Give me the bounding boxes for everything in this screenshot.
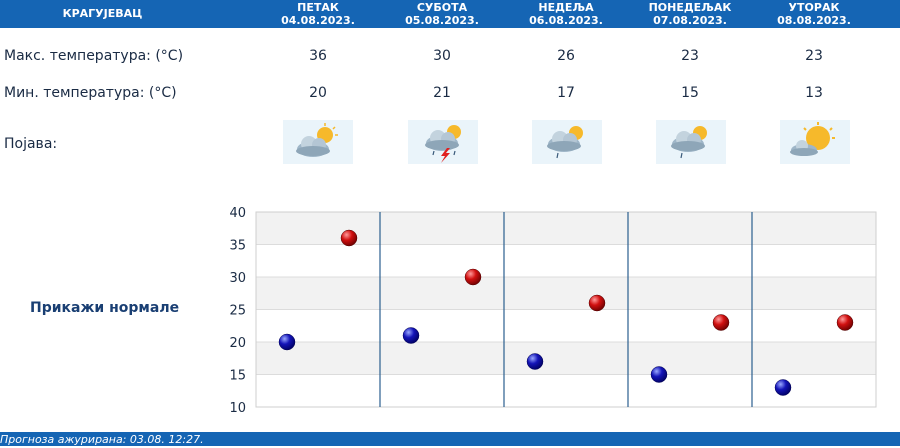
- y-tick-label: 10: [229, 401, 246, 416]
- min-temp-value: 17: [557, 85, 575, 101]
- min-temp-point: [402, 327, 420, 344]
- chart-band: [256, 309, 876, 342]
- min-temp-value: 15: [681, 85, 699, 101]
- day-header-4: ПОНЕДЕЉАК 07.08.2023.: [628, 1, 752, 27]
- day-header-2: СУБОТА 05.08.2023.: [380, 1, 504, 27]
- day-date: 07.08.2023.: [653, 14, 727, 27]
- chart-band: [256, 277, 876, 310]
- min-temp-value: 21: [433, 85, 451, 101]
- day-header-1: ПЕТАК 04.08.2023.: [256, 1, 380, 27]
- day-date: 06.08.2023.: [529, 14, 603, 27]
- max-temp-label: Макс. температура: (°C): [4, 48, 184, 64]
- day-header-3: НЕДЕЉА 06.08.2023.: [504, 1, 628, 27]
- min-temp-point: [650, 366, 668, 383]
- day-date: 05.08.2023.: [405, 14, 479, 27]
- day-name: СУБОТА: [416, 1, 468, 14]
- partly-cloudy-icon: [283, 120, 353, 164]
- chart-band: [256, 342, 876, 375]
- partly-cloudy-rain-icon: [532, 120, 602, 164]
- partly-cloudy-rain-icon: [656, 120, 726, 164]
- day-name: ПОНЕДЕЉАК: [648, 1, 732, 14]
- max-temp-value: 30: [433, 48, 451, 64]
- max-temp-point: [588, 294, 606, 312]
- day-name: ПЕТАК: [297, 1, 339, 14]
- max-temp-value: 26: [557, 48, 575, 64]
- day-date: 08.08.2023.: [777, 14, 851, 27]
- y-tick-label: 40: [229, 206, 246, 221]
- day-name: НЕДЕЉА: [538, 1, 594, 14]
- max-temp-point: [836, 314, 854, 331]
- city-name: КРАГУЈЕВАЦ: [62, 7, 143, 20]
- chart-band: [256, 212, 876, 245]
- phenomena-label: Појава:: [4, 136, 58, 152]
- max-temp-value: 23: [805, 48, 823, 64]
- day-name: УТОРАК: [788, 1, 840, 14]
- max-temp-value: 23: [681, 48, 699, 64]
- y-tick-label: 30: [229, 271, 246, 286]
- min-temp-point: [526, 353, 544, 370]
- forecast-header: КРАГУЈЕВАЦ ПЕТАК 04.08.2023. СУБОТА 05.0…: [0, 0, 900, 28]
- y-tick-label: 15: [229, 369, 246, 384]
- max-temp-point: [340, 229, 358, 247]
- min-temp-value: 13: [805, 85, 823, 101]
- update-footer: Прогноза ажурирана: 03.08. 12:27.: [0, 432, 900, 446]
- max-temp-point: [464, 268, 482, 286]
- chart-frame: [255, 211, 877, 408]
- max-temp-point: [712, 314, 730, 331]
- thunderstorm-icon: [408, 120, 478, 164]
- min-temp-point: [278, 333, 296, 351]
- temperature-chart: 40 35 30 25 20 15 10: [229, 206, 877, 416]
- chart-band: [256, 374, 876, 407]
- sunny-cloud-icon: [780, 120, 850, 164]
- max-temp-value: 36: [309, 48, 327, 64]
- show-normals-link[interactable]: Прикажи нормале: [30, 300, 180, 316]
- day-header-5: УТОРАК 08.08.2023.: [752, 1, 876, 27]
- chart-band: [256, 244, 876, 277]
- y-tick-label: 25: [229, 304, 246, 319]
- y-tick-label: 20: [229, 336, 246, 351]
- min-temp-point: [774, 379, 792, 396]
- y-tick-label: 35: [229, 239, 246, 254]
- day-date: 04.08.2023.: [281, 14, 355, 27]
- min-temp-value: 20: [309, 85, 327, 101]
- min-temp-label: Мин. температура: (°C): [4, 85, 177, 101]
